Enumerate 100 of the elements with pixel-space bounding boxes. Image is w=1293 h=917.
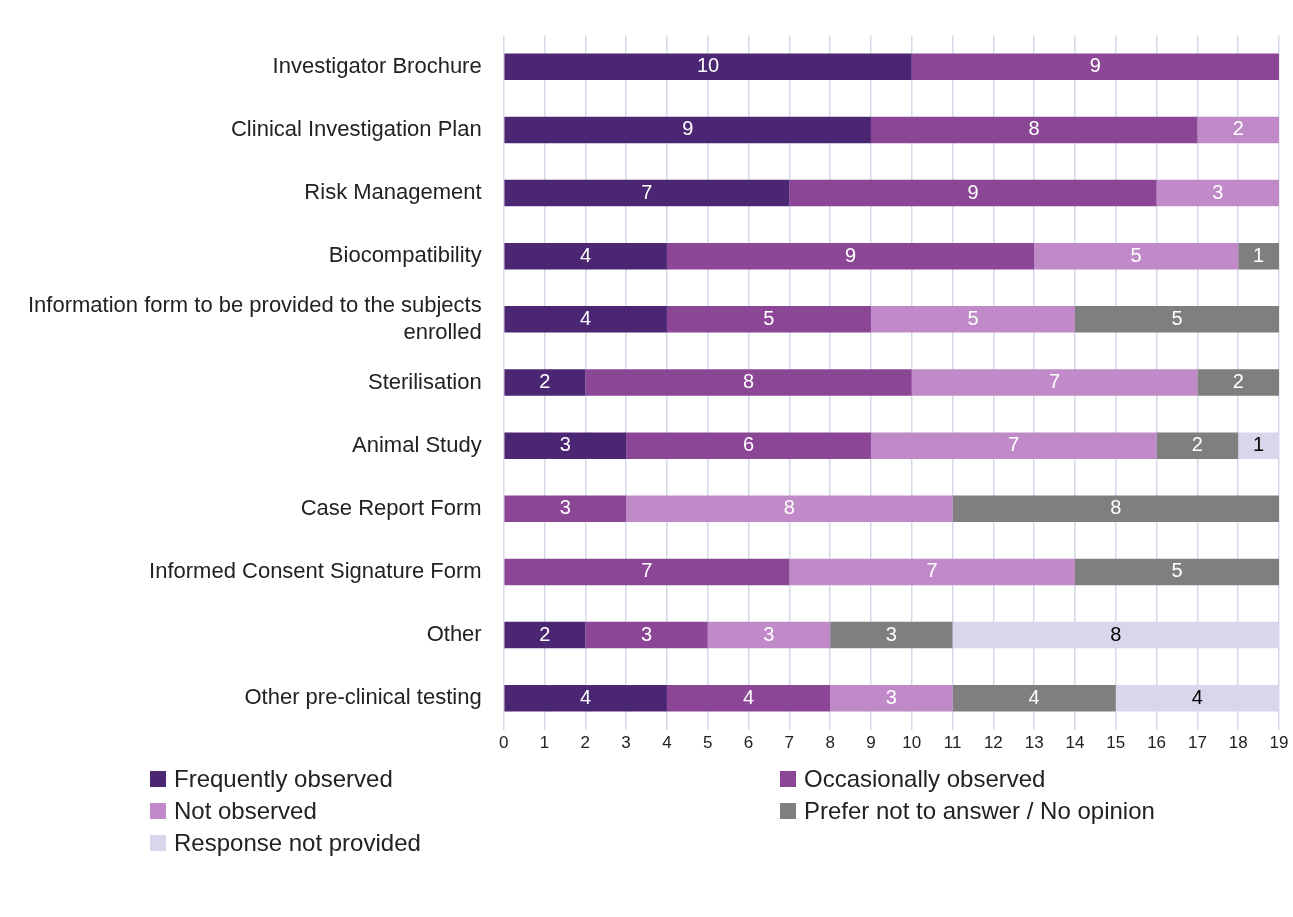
y-tick-label: Other <box>426 621 482 647</box>
data-label: 10 <box>696 54 720 77</box>
data-label: 3 <box>885 622 897 645</box>
bar <box>911 369 1198 396</box>
bar <box>1074 306 1279 333</box>
data-label: 8 <box>1110 622 1122 645</box>
data-label: 4 <box>742 685 755 708</box>
y-tick-label: Informed Consent Signature Form <box>149 558 482 583</box>
bar <box>504 495 627 523</box>
bar <box>789 558 1075 586</box>
bar <box>666 684 831 712</box>
x-tick-label: 6 <box>743 732 754 752</box>
x-tick-label: 5 <box>702 732 713 752</box>
data-label: 7 <box>926 559 938 582</box>
data-label: 7 <box>1049 370 1061 393</box>
x-tick-label: 7 <box>784 732 795 752</box>
bar <box>504 306 667 333</box>
x-tick-label: 3 <box>621 732 631 752</box>
bar <box>1156 179 1279 207</box>
bar <box>585 621 708 649</box>
y-tick-label: Animal Study <box>352 431 482 457</box>
data-label: 6 <box>742 433 755 456</box>
bar <box>830 684 953 712</box>
bar <box>1034 242 1239 270</box>
data-label: 8 <box>783 496 795 519</box>
bar <box>911 53 1279 81</box>
data-label: 7 <box>1008 433 1020 456</box>
bar <box>1156 432 1239 459</box>
bar <box>830 621 953 649</box>
y-tick-label: Investigator Brochure <box>272 52 482 78</box>
x-tick-label: 15 <box>1106 732 1126 752</box>
legend-label: Occasionally observed <box>804 765 1046 793</box>
bar <box>870 116 1198 144</box>
x-tick-label: 13 <box>1024 732 1044 752</box>
x-tick-label: 4 <box>662 732 672 752</box>
data-label: 2 <box>1191 433 1203 456</box>
y-tick-label: Information form to be provided to the subjects enrolled <box>28 292 482 344</box>
data-label: 5 <box>967 306 979 329</box>
bar <box>504 242 667 270</box>
x-tick-label: 17 <box>1187 732 1207 752</box>
bar <box>1238 242 1279 270</box>
data-label: 2 <box>1232 117 1244 140</box>
bar <box>626 495 953 523</box>
data-label: 8 <box>1110 496 1122 519</box>
data-label: 3 <box>559 433 571 456</box>
x-tick-label: 0 <box>498 732 509 752</box>
data-label: 3 <box>885 685 897 708</box>
bar <box>504 116 871 144</box>
bar <box>504 684 667 712</box>
bar <box>504 53 912 81</box>
x-tick-label: 9 <box>866 732 876 752</box>
bar <box>504 621 586 649</box>
y-tick-label: Biocompatibility <box>328 242 482 268</box>
legend-label: Prefer not to answer / No opinion <box>804 797 1155 825</box>
data-label: 8 <box>1028 117 1040 140</box>
y-tick-label: Other pre-clinical testing <box>244 684 482 710</box>
data-label: 5 <box>763 306 775 329</box>
bar <box>626 432 871 459</box>
data-label: 5 <box>1130 243 1142 266</box>
data-label: 9 <box>682 117 694 140</box>
x-tick-label: 10 <box>902 732 922 752</box>
data-label: 1 <box>1253 433 1265 456</box>
bar <box>666 306 871 333</box>
x-tick-label: 8 <box>825 732 835 752</box>
x-tick-label: 11 <box>943 732 962 752</box>
bar <box>585 369 912 396</box>
data-label: 5 <box>1171 306 1183 329</box>
bar <box>504 369 586 396</box>
data-label: 4 <box>580 306 592 329</box>
data-label: 3 <box>763 622 775 645</box>
data-label: 5 <box>1171 559 1183 582</box>
data-label: 7 <box>641 180 653 203</box>
y-tick-label: Sterilisation <box>367 368 482 394</box>
bar <box>707 621 831 649</box>
x-tick-label: 16 <box>1147 732 1167 752</box>
bar <box>870 306 1075 333</box>
data-label: 2 <box>1232 370 1244 393</box>
data-label: 1 <box>1253 243 1265 266</box>
data-label: 4 <box>1028 685 1040 708</box>
data-label: 2 <box>539 622 551 645</box>
x-tick-label: 19 <box>1269 732 1289 752</box>
x-tick-label: 18 <box>1228 732 1248 752</box>
bar <box>504 432 627 459</box>
data-label: 9 <box>844 243 857 266</box>
y-tick-label: Clinical Investigation Plan <box>230 115 482 141</box>
bar <box>1197 369 1279 396</box>
legend-label: Frequently observed <box>174 765 393 793</box>
legend-label: Response not provided <box>174 829 421 857</box>
bar <box>504 179 790 207</box>
bar <box>666 242 1035 270</box>
bar <box>952 684 1116 712</box>
data-label: 2 <box>539 370 551 393</box>
y-tick-label: Case Report Form <box>300 494 482 520</box>
y-tick-label: Risk Management <box>304 179 482 205</box>
data-label: 3 <box>640 622 653 645</box>
data-label: 4 <box>580 685 592 708</box>
x-tick-label: 1 <box>539 732 550 752</box>
bar <box>789 179 1157 207</box>
bar <box>870 432 1157 459</box>
data-label: 7 <box>641 559 653 582</box>
